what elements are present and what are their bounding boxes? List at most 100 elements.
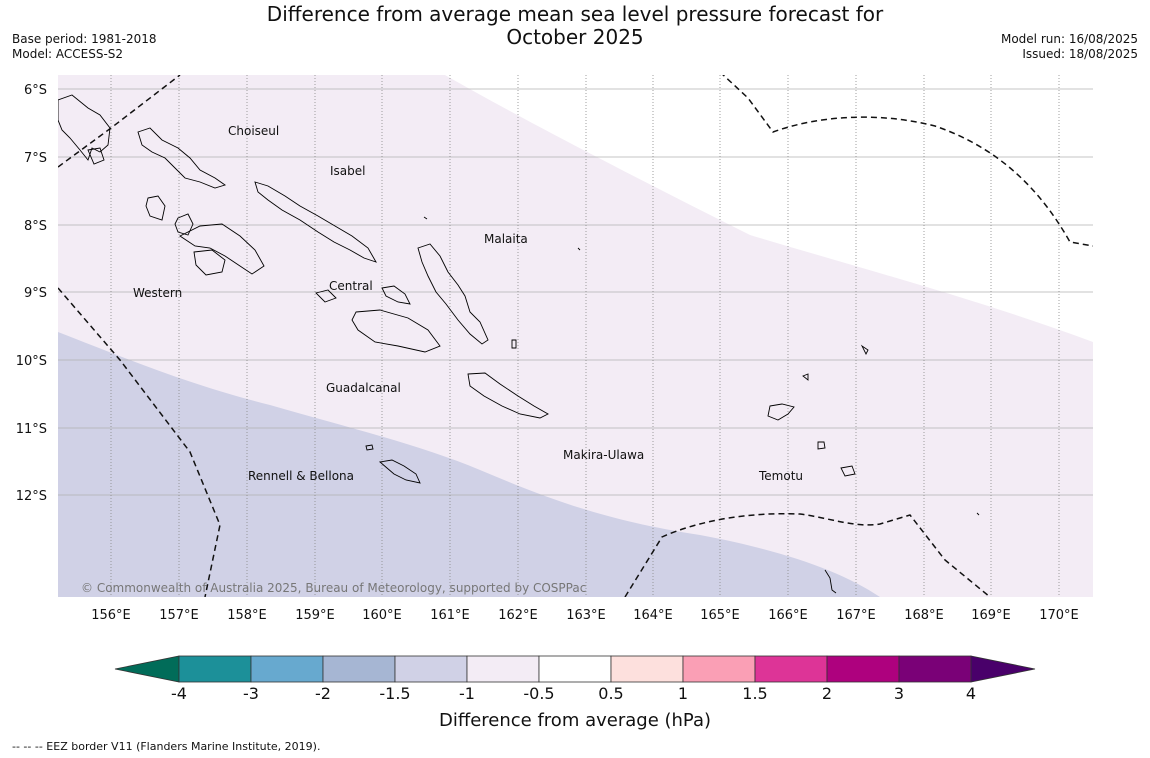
map-area: [58, 75, 1093, 597]
lat-label: 7°S: [24, 151, 47, 166]
colorbar-tick-label: 4: [966, 684, 976, 703]
label-rennell-bellona: Rennell & Bellona: [248, 469, 354, 483]
colorbar-box: [682, 655, 756, 683]
lon-label: 170°E: [1039, 608, 1079, 623]
colorbar-tick-label: 3: [894, 684, 904, 703]
island-rennell: [378, 459, 421, 484]
island-florida: [381, 285, 411, 305]
colorbar-box: [466, 655, 540, 683]
colorbar: -4 -3 -2 -1.5 -1 -0.5 0.5 1 1.5 2 3 4 Difference fr…: [114, 655, 1036, 731]
map-title: Difference from average mean sea level p…: [0, 3, 1150, 49]
island-duff: [860, 344, 869, 356]
lon-label: 162°E: [498, 608, 538, 623]
eez-border-west: [58, 287, 221, 597]
island-utupua: [817, 441, 826, 450]
eez-border-southeast: [624, 512, 991, 597]
colorbar-tick-label: -0.5: [523, 684, 554, 703]
lat-label: 10°S: [16, 354, 47, 369]
island-bougainville: [58, 94, 111, 161]
island-isabel: [254, 181, 377, 263]
latitude-labels: 6°S 7°S 8°S 9°S 10°S 11°S 12°S: [16, 83, 47, 504]
colorbar-tick-label: 1.5: [742, 684, 767, 703]
island-vangunu: [193, 249, 226, 276]
label-guadalcanal: Guadalcanal: [326, 381, 401, 395]
map-figure: Choiseul Isabel Malaita Western Central …: [16, 75, 1093, 731]
eez-border-lines: [58, 75, 1093, 597]
colorbar-box: [610, 655, 684, 683]
island-sikaiana: [577, 247, 581, 251]
islands: [58, 94, 980, 594]
label-malaita: Malaita: [484, 232, 528, 246]
lon-label: 161°E: [430, 608, 470, 623]
colorbar-box: [538, 655, 612, 683]
label-makira-ulawa: Makira-Ulawa: [563, 448, 644, 462]
island-vella-lavella: [145, 195, 166, 221]
island-new-georgia: [179, 223, 265, 275]
longitude-labels: 156°E 157°E 158°E 159°E 160°E 161°E 162°…: [91, 608, 1079, 623]
colorbar-tick-label: -3: [243, 684, 259, 703]
lon-label: 169°E: [971, 608, 1011, 623]
latitude-gridlines: [58, 88, 1093, 496]
lat-label: 12°S: [16, 489, 47, 504]
lat-label: 8°S: [24, 219, 47, 234]
lon-label: 159°E: [295, 608, 335, 623]
lat-label: 9°S: [24, 286, 47, 301]
base-period: Base period: 1981-2018: [12, 32, 157, 46]
label-choiseul: Choiseul: [228, 124, 279, 138]
lon-label: 157°E: [159, 608, 199, 623]
colorbar-title: Difference from average (hPa): [439, 710, 711, 731]
run-info: Model run: 16/08/2025 Issued: 18/08/2025: [1001, 32, 1138, 62]
colorbar-box: [754, 655, 828, 683]
colorbar-box: [898, 655, 972, 683]
lon-label: 168°E: [904, 608, 944, 623]
lon-label: 163°E: [566, 608, 606, 623]
lon-label: 166°E: [768, 608, 808, 623]
island-russell: [315, 289, 337, 303]
island-makira: [467, 372, 549, 419]
island-ndeni: [767, 403, 795, 421]
island-ulawa: [511, 339, 517, 349]
colorbar-tick-label: -1.5: [379, 684, 410, 703]
island-ontong-java: [423, 216, 428, 220]
colorbar-extend-high: [970, 655, 1036, 683]
label-western: Western: [133, 286, 182, 300]
model-info: Base period: 1981-2018 Model: ACCESS-S2: [12, 32, 157, 62]
colorbar-tick-label: 1: [678, 684, 688, 703]
colorbar-box: [250, 655, 324, 683]
colorbar-tick-label: -2: [315, 684, 331, 703]
colorbar-boxes: [178, 655, 972, 683]
island-bellona: [365, 444, 374, 451]
colorbar-box: [322, 655, 396, 683]
longitude-gridlines: [110, 75, 1060, 597]
lon-label: 156°E: [91, 608, 131, 623]
eez-footnote: -- -- -- EEZ border V11 (Flanders Marine…: [12, 740, 321, 753]
island-tikopia: [824, 569, 837, 594]
eez-border-northeast: [722, 75, 1093, 247]
colorbar-box: [178, 655, 252, 683]
lat-label: 11°S: [16, 422, 47, 437]
island-kolombangara: [174, 213, 194, 236]
label-central: Central: [329, 279, 373, 293]
lon-label: 158°E: [227, 608, 267, 623]
island-anuta: [976, 512, 980, 516]
colorbar-tick-label: 2: [822, 684, 832, 703]
island-choiseul: [137, 127, 227, 189]
colorbar-ticks: -4 -3 -2 -1.5 -1 -0.5 0.5 1 1.5 2 3 4: [171, 684, 976, 703]
colorbar-extend-low: [114, 655, 180, 683]
model-name: Model: ACCESS-S2: [12, 47, 124, 61]
eez-border-png: [58, 75, 181, 168]
shade-medium-band: [58, 332, 880, 597]
island-reef-islands: [802, 373, 809, 381]
map-title-line1: Difference from average mean sea level p…: [266, 2, 884, 26]
model-run: Model run: 16/08/2025: [1000, 32, 1138, 46]
copyright-notice: © Commonwealth of Australia 2025, Bureau…: [81, 581, 586, 595]
island-guadalcanal: [351, 309, 441, 353]
label-temotu: Temotu: [758, 469, 803, 483]
lon-label: 164°E: [633, 608, 673, 623]
lon-label: 165°E: [700, 608, 740, 623]
map-title-line2: October 2025: [506, 25, 644, 49]
colorbar-box: [394, 655, 468, 683]
island-malaita: [417, 243, 489, 345]
lon-label: 167°E: [836, 608, 876, 623]
label-isabel: Isabel: [330, 164, 365, 178]
